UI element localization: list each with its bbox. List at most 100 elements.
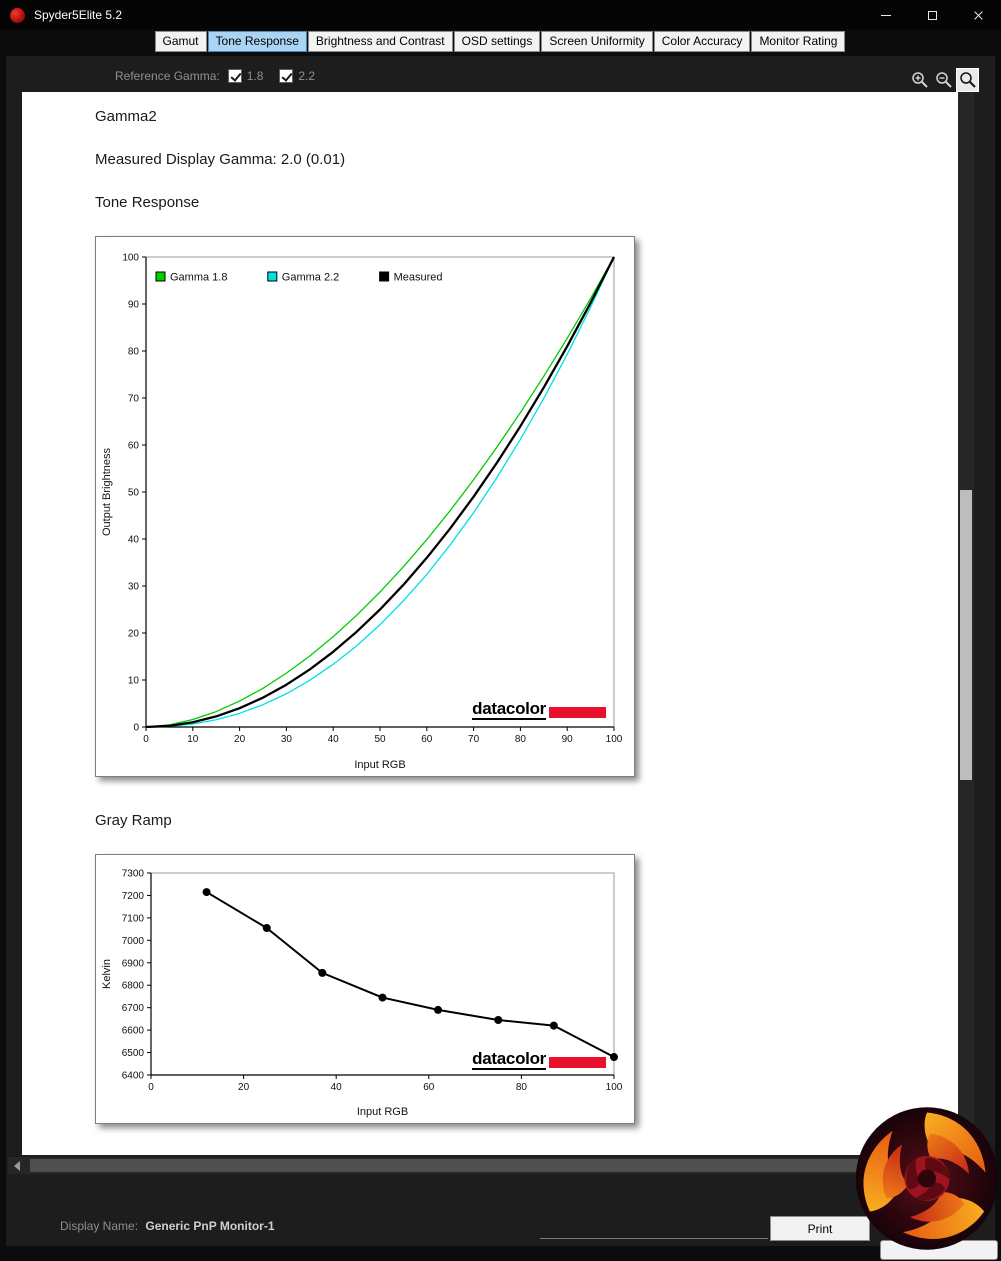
- reference-gamma-label: Reference Gamma:: [115, 69, 220, 83]
- gray-ramp-plot: 0 20 40 60 80 100 6400 6500 6600 6700 6800 6900 7000…: [101, 869, 623, 1119]
- datacolor-wordmark: datacolor: [472, 1049, 546, 1070]
- svg-text:20: 20: [128, 629, 140, 640]
- svg-text:Output Brightness: Output Brightness: [101, 447, 113, 536]
- minimize-button[interactable]: [863, 0, 909, 30]
- display-name-value: Generic PnP Monitor-1: [145, 1219, 275, 1233]
- tab-color-accuracy[interactable]: Color Accuracy: [653, 31, 751, 52]
- datacolor-logo: datacolor: [472, 1050, 606, 1070]
- gamma-1-8-checkbox[interactable]: [227, 69, 242, 83]
- svg-text:80: 80: [128, 347, 140, 358]
- kitguru-logo: [855, 1107, 999, 1250]
- svg-text:6700: 6700: [122, 1003, 145, 1014]
- svg-text:6500: 6500: [122, 1048, 145, 1059]
- svg-text:50: 50: [128, 488, 140, 499]
- tab-tone-response[interactable]: Tone Response: [207, 31, 307, 52]
- svg-text:Input RGB: Input RGB: [357, 1106, 408, 1118]
- datacolor-red-bar: [549, 1057, 606, 1068]
- svg-text:50: 50: [374, 734, 386, 745]
- tab-screen-uniformity[interactable]: Screen Uniformity: [541, 31, 653, 52]
- window-controls: [863, 0, 1001, 30]
- svg-text:0: 0: [148, 1082, 154, 1093]
- svg-text:10: 10: [128, 676, 140, 687]
- svg-text:Input RGB: Input RGB: [354, 759, 405, 771]
- zoom-area-button[interactable]: [956, 68, 979, 92]
- svg-text:Measured: Measured: [394, 272, 443, 284]
- tone-response-chart: 0 10 20 30 40 50 60 70 80 90 100 0 10 20 30 40 50 60 70 80 9…: [95, 236, 635, 777]
- horizontal-scrollbar[interactable]: [8, 1157, 993, 1174]
- close-icon: [973, 10, 984, 21]
- maximize-button[interactable]: [909, 0, 955, 30]
- zoom-out-icon: [935, 72, 952, 88]
- gamma-2-2-label: 2.2: [298, 69, 316, 83]
- svg-text:6900: 6900: [122, 958, 145, 969]
- tab-brightness-contrast[interactable]: Brightness and Contrast: [307, 31, 453, 52]
- gamma-version-text: Gamma2: [95, 108, 157, 125]
- zoom-out-button[interactable]: [932, 68, 955, 92]
- svg-text:10: 10: [187, 734, 199, 745]
- svg-text:70: 70: [128, 394, 140, 405]
- gamma-2-2-checkbox[interactable]: [279, 69, 294, 83]
- svg-text:20: 20: [238, 1082, 250, 1093]
- tab-osd-settings[interactable]: OSD settings: [453, 31, 541, 52]
- tone-response-plot: 0 10 20 30 40 50 60 70 80 90 100 0 10 20 30 40 50 60 70 80 9…: [101, 253, 623, 772]
- svg-text:6600: 6600: [122, 1026, 145, 1037]
- app-icon: [10, 7, 25, 23]
- tab-gamut[interactable]: Gamut: [154, 31, 207, 52]
- svg-text:80: 80: [516, 1082, 528, 1093]
- svg-text:90: 90: [128, 300, 140, 311]
- scroll-left-arrow-icon[interactable]: [14, 1161, 20, 1171]
- window-title: Spyder5Elite 5.2: [34, 8, 123, 22]
- report-content: Gamma2 Measured Display Gamma: 2.0 (0.01…: [22, 92, 958, 1155]
- zoom-area-icon: [959, 72, 976, 88]
- vertical-scrollbar-thumb[interactable]: [960, 490, 972, 780]
- tone-response-heading: Tone Response: [95, 194, 200, 211]
- svg-text:7000: 7000: [122, 936, 145, 947]
- svg-text:80: 80: [515, 734, 527, 745]
- tab-bar: Gamut Tone Response Brightness and Contr…: [0, 31, 1001, 52]
- display-name-label: Display Name:: [60, 1219, 139, 1233]
- svg-text:6400: 6400: [122, 1071, 145, 1082]
- gray-ramp-heading: Gray Ramp: [95, 812, 172, 829]
- horizontal-scrollbar-thumb[interactable]: [30, 1159, 960, 1172]
- svg-text:0: 0: [133, 723, 139, 734]
- datacolor-red-bar: [549, 707, 606, 718]
- svg-text:20: 20: [234, 734, 246, 745]
- svg-text:30: 30: [128, 582, 140, 593]
- svg-text:100: 100: [122, 253, 139, 264]
- svg-text:6800: 6800: [122, 981, 145, 992]
- measured-gamma-text: Measured Display Gamma: 2.0 (0.01): [95, 151, 346, 168]
- svg-text:90: 90: [562, 734, 574, 745]
- svg-text:40: 40: [328, 734, 340, 745]
- maximize-icon: [927, 10, 937, 20]
- svg-text:0: 0: [143, 734, 149, 745]
- svg-text:Kelvin: Kelvin: [101, 959, 113, 989]
- svg-text:30: 30: [281, 734, 293, 745]
- close-button[interactable]: [955, 0, 1001, 30]
- tab-monitor-rating[interactable]: Monitor Rating: [751, 31, 846, 52]
- svg-text:40: 40: [331, 1082, 343, 1093]
- gray-ramp-chart: 0 20 40 60 80 100 6400 6500 6600 6700 6800 6900 7000…: [95, 854, 635, 1124]
- svg-text:Gamma 1.8: Gamma 1.8: [170, 272, 227, 284]
- gamma-1-8-label: 1.8: [246, 69, 264, 83]
- datacolor-logo: datacolor: [472, 700, 606, 720]
- zoom-button-group: [908, 68, 979, 92]
- svg-text:70: 70: [468, 734, 480, 745]
- display-name-group: Display Name: Generic PnP Monitor-1: [60, 1219, 275, 1233]
- title-bar: Spyder5Elite 5.2: [0, 0, 1001, 30]
- svg-text:100: 100: [606, 734, 623, 745]
- svg-text:7100: 7100: [122, 913, 145, 924]
- text-field-underline[interactable]: [540, 1238, 768, 1239]
- minimize-icon: [881, 14, 891, 16]
- zoom-in-button[interactable]: [908, 68, 931, 92]
- svg-text:40: 40: [128, 535, 140, 546]
- svg-text:100: 100: [606, 1082, 623, 1093]
- reference-gamma-group: Reference Gamma: 1.8 2.2: [115, 69, 331, 83]
- svg-text:60: 60: [421, 734, 433, 745]
- svg-text:7200: 7200: [122, 891, 145, 902]
- print-button[interactable]: Print: [770, 1216, 870, 1241]
- vertical-scrollbar[interactable]: [958, 92, 974, 1155]
- datacolor-wordmark: datacolor: [472, 699, 546, 720]
- svg-text:60: 60: [423, 1082, 435, 1093]
- svg-text:60: 60: [128, 441, 140, 452]
